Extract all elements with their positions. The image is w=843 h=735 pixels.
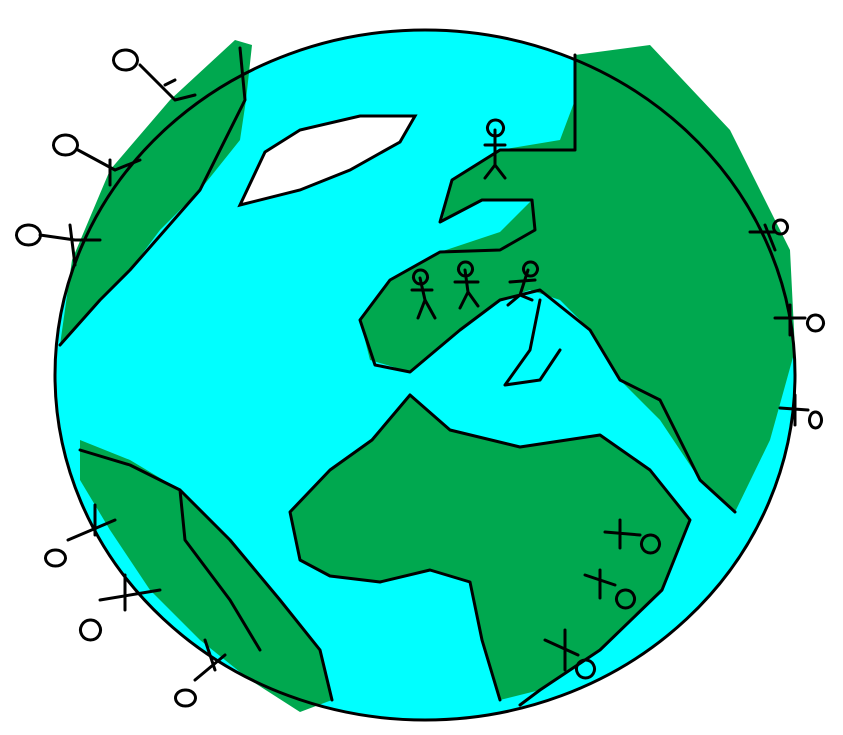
south-america <box>80 440 332 712</box>
africa <box>290 395 690 700</box>
coastlines <box>58 46 737 707</box>
stick-figures <box>15 48 825 708</box>
eurasia <box>360 45 795 512</box>
globe-outline <box>53 28 797 722</box>
north-america <box>60 40 252 345</box>
greenland <box>237 114 418 208</box>
